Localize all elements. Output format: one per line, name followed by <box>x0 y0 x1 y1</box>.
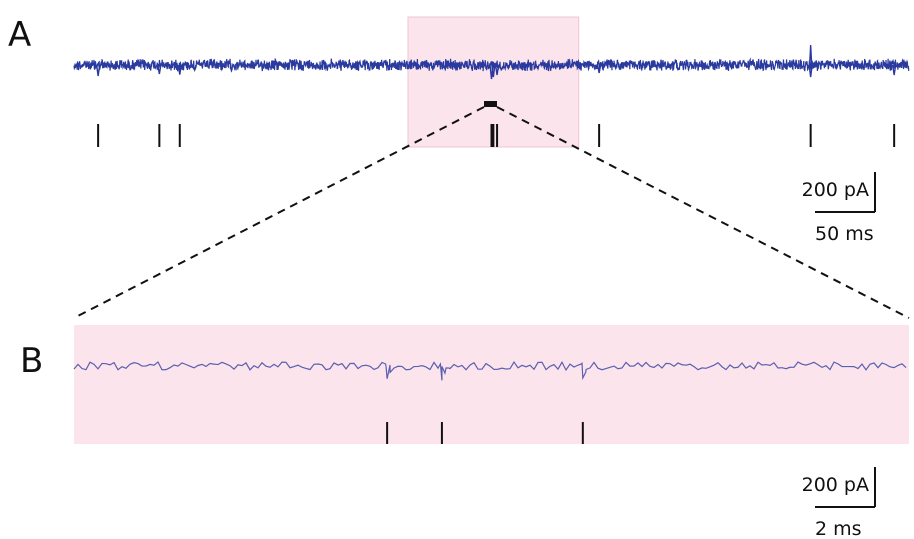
scale-bar-b-amplitude: 200 pA <box>802 474 869 496</box>
panel-b: B <box>20 325 909 444</box>
panel-a-event-spike <box>891 64 897 76</box>
panel-a-event-spike <box>808 64 813 78</box>
panel-a-event-spike <box>596 64 602 74</box>
panel-a-expanded-window-bar <box>484 101 497 107</box>
panel-a-event-markers <box>95 44 897 147</box>
scale-bar-a-amplitude: 200 pA <box>802 179 869 201</box>
panel-b-trace <box>73 360 907 381</box>
panel-a-event-spike <box>177 64 182 75</box>
scale-bar-b-time: 2 ms <box>815 518 862 539</box>
scale-bar-b-lines <box>815 467 876 508</box>
panel-a-trace <box>73 57 910 73</box>
zoom-line-left <box>73 106 485 319</box>
panel-a-upward-artifact <box>808 44 813 66</box>
panel-a: A <box>8 15 910 148</box>
panel-a-event-spike <box>95 64 101 77</box>
panel-a-label: A <box>8 15 31 55</box>
panel-a-event-spike <box>157 64 162 75</box>
panel-a-event-spike <box>491 64 496 78</box>
panel-b-event-markers <box>386 422 584 444</box>
panel-b-background <box>74 325 909 444</box>
scale-bar-b: 200 pA 2 ms <box>802 467 876 539</box>
zoom-line-right <box>496 106 910 319</box>
panel-b-label: B <box>20 341 43 381</box>
panel-a-event-spike <box>494 64 500 76</box>
scale-bar-a-time: 50 ms <box>815 223 874 245</box>
scale-bar-a-lines <box>815 172 876 213</box>
scale-bar-a: 200 pA 50 ms <box>802 172 876 245</box>
